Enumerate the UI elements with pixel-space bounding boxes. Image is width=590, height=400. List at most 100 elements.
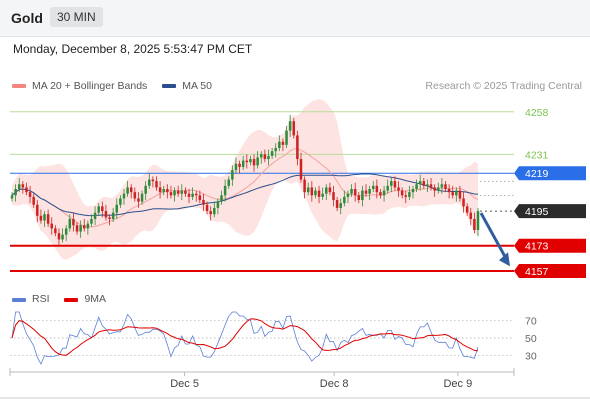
- symbol-title: Gold: [11, 10, 43, 26]
- candle-body: [447, 189, 451, 193]
- candle-body: [382, 190, 386, 196]
- timeframe-button[interactable]: 30 MIN: [50, 7, 103, 27]
- candle-body: [169, 192, 173, 196]
- x-tick-label: Dec 5: [170, 378, 199, 390]
- candle-body: [397, 187, 400, 191]
- candle-body: [79, 225, 82, 232]
- candle-body: [10, 195, 14, 199]
- candle-body: [231, 170, 234, 180]
- candle-body: [440, 184, 444, 188]
- candle-body: [97, 206, 100, 213]
- candle-body: [144, 185, 147, 194]
- candle-body: [317, 190, 321, 197]
- level-label-4219: 4219: [525, 168, 549, 180]
- x-tick-label: Dec 9: [443, 378, 472, 390]
- candle-body: [310, 187, 314, 196]
- candle-body: [343, 196, 346, 204]
- legend-swatch-rsi: [12, 298, 26, 302]
- rsi-tick-30: 30: [525, 350, 537, 362]
- rsi-line: [11, 311, 479, 365]
- candle-body: [111, 212, 115, 219]
- candle-body: [191, 193, 194, 197]
- ma20-line: [11, 148, 479, 228]
- candle-body: [119, 198, 122, 205]
- bollinger-band: [12, 99, 478, 260]
- candle-body: [350, 189, 353, 194]
- candle-body: [274, 148, 277, 152]
- candle-body: [339, 203, 342, 208]
- candle-body: [46, 214, 50, 224]
- candle-body: [408, 192, 411, 197]
- candle-body: [415, 184, 418, 189]
- candle-body: [303, 179, 306, 193]
- candle-body: [357, 195, 361, 201]
- level-label-4195: 4195: [525, 206, 549, 218]
- rsi-ma-line: [11, 318, 479, 356]
- candle-body: [361, 190, 364, 201]
- candle-body: [281, 141, 285, 145]
- candle-body: [379, 192, 382, 196]
- legend-label-bollinger: MA 20 + Bollinger Bands: [32, 80, 148, 93]
- candle-body: [469, 212, 473, 219]
- candle-body: [346, 193, 350, 197]
- rsi-legend: RSI 9MA: [12, 293, 106, 305]
- candle-body: [353, 189, 357, 196]
- candle-body: [476, 211, 480, 230]
- candle-body: [216, 201, 220, 208]
- level-tag-4173: [514, 238, 586, 253]
- candle-body: [198, 195, 202, 201]
- candle-body: [285, 130, 288, 145]
- candle-body: [39, 215, 43, 221]
- datetime-label: Monday, December 8, 2025 5:53:47 PM CET: [13, 42, 253, 56]
- candle-body: [86, 223, 90, 229]
- candle-body: [249, 159, 252, 163]
- legend-label-ma50: MA 50: [182, 80, 212, 93]
- candle-body: [162, 189, 165, 193]
- candle-body: [393, 181, 397, 188]
- candle-body: [256, 157, 259, 166]
- candle-body: [68, 218, 72, 229]
- candle-body: [43, 214, 46, 221]
- candle-body: [267, 155, 270, 160]
- candle-body: [54, 228, 57, 234]
- level-tag-4219: [514, 166, 586, 181]
- candle-body: [299, 159, 303, 180]
- legend-label-9ma: 9MA: [84, 293, 107, 305]
- candle-body: [108, 217, 111, 219]
- candle-body: [335, 200, 339, 208]
- candle-body: [166, 189, 169, 193]
- candle-body: [32, 196, 35, 205]
- candle-body: [426, 184, 429, 186]
- candle-body: [263, 154, 267, 160]
- candle-body: [418, 181, 422, 185]
- candle-body: [462, 198, 465, 207]
- candle-body: [173, 190, 176, 196]
- candle-body: [50, 223, 53, 229]
- candle-body: [296, 135, 299, 160]
- candle-body: [36, 204, 39, 216]
- candle-body: [390, 181, 393, 186]
- candle-body: [241, 160, 245, 167]
- candle-body: [252, 159, 256, 166]
- candle-body: [386, 185, 389, 191]
- candle-body: [133, 192, 137, 199]
- level-label-4173: 4173: [525, 241, 549, 253]
- candle-body: [437, 187, 440, 191]
- candle-body: [234, 163, 238, 171]
- candle-body: [75, 225, 79, 232]
- candle-body: [306, 187, 310, 193]
- level-label-4157: 4157: [525, 266, 549, 278]
- candle-body: [205, 204, 209, 212]
- candle-body: [278, 141, 281, 149]
- candle-body: [158, 187, 162, 193]
- candle-body: [61, 234, 64, 240]
- candle-body: [93, 212, 97, 219]
- candle-body: [180, 190, 184, 194]
- candle-body: [101, 206, 104, 212]
- legend-swatch-bollinger: [12, 84, 26, 89]
- candle-body: [364, 190, 368, 194]
- level-label-4231: 4231: [525, 149, 549, 161]
- level-tag-4195: [514, 204, 586, 219]
- candle-body: [194, 193, 198, 196]
